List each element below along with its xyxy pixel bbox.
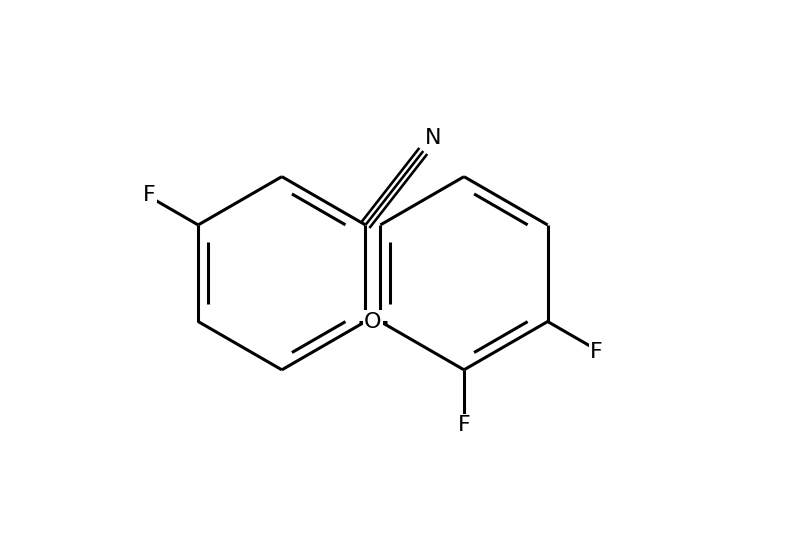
Text: F: F xyxy=(457,415,470,435)
Text: O: O xyxy=(364,311,382,332)
Text: N: N xyxy=(425,128,442,148)
Text: F: F xyxy=(143,184,156,205)
Text: F: F xyxy=(590,342,603,362)
